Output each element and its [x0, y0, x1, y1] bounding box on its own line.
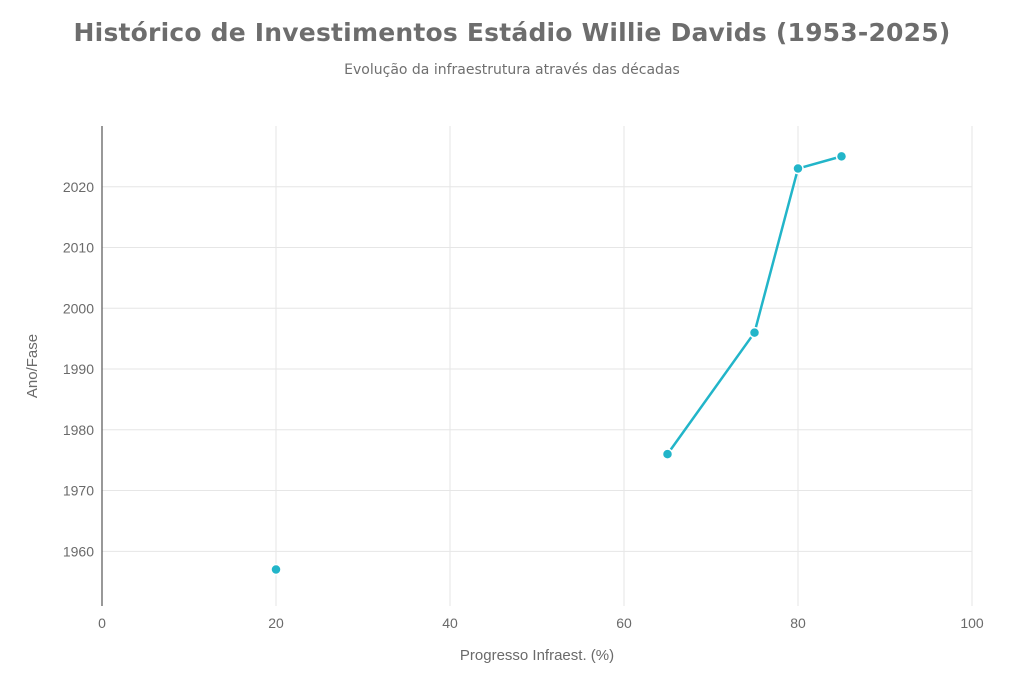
x-tick-label: 20: [268, 615, 284, 631]
x-tick-label: 60: [616, 615, 632, 631]
data-point: [270, 563, 282, 576]
grid-layer: [102, 126, 973, 606]
y-axis-title: Ano/Fase: [24, 334, 41, 398]
y-tick-label: 2020: [63, 179, 94, 195]
x-tick-label: 0: [98, 615, 106, 631]
data-point: [792, 162, 804, 175]
y-tick-label: 1980: [63, 422, 94, 438]
y-tick-label: 2000: [63, 300, 94, 316]
chart-title: Histórico de Investimentos Estádio Willi…: [73, 18, 951, 47]
y-tick-label: 1970: [63, 483, 94, 499]
data-point: [835, 150, 848, 163]
y-tick-label: 1960: [63, 543, 94, 559]
chart-subtitle: Evolução da infraestrutura através das d…: [344, 62, 680, 78]
series-line: [666, 155, 842, 455]
series-layer: [270, 150, 848, 576]
axis-layer: 0 20 40 60 80 100 1960 1970 1980 1990 2000 2010 2020: [63, 126, 984, 631]
x-tick-label: 80: [790, 615, 806, 631]
x-tick-label: 40: [442, 615, 458, 631]
y-tick-label: 1990: [63, 361, 94, 377]
data-point: [748, 326, 761, 339]
data-point: [661, 448, 674, 460]
y-tick-label: 2010: [63, 240, 94, 256]
x-tick-label: 100: [960, 615, 984, 631]
x-axis-title: Progresso Infraest. (%): [460, 647, 614, 664]
